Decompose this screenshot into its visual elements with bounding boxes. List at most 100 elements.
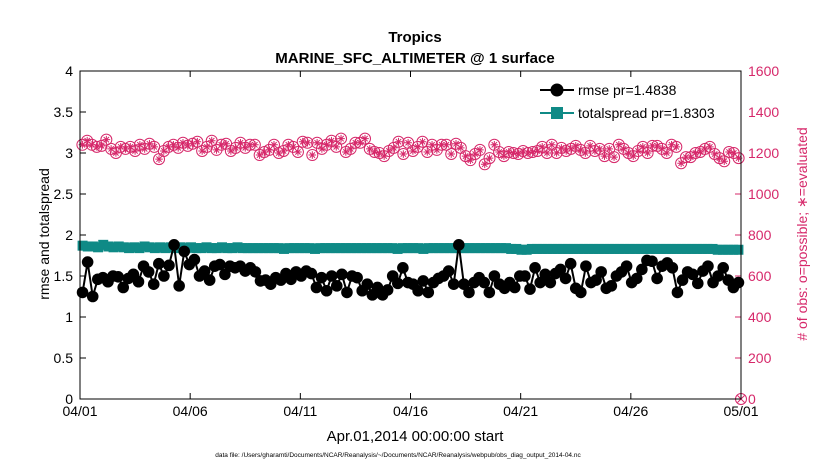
right-y-tick-label: 1200 — [748, 145, 779, 161]
legend-totalspread-label: totalspread pr=1.8303 — [578, 105, 715, 121]
obs-evaluated-marker — [203, 143, 211, 151]
totalspread-marker — [129, 242, 140, 253]
obs-evaluated-marker — [581, 149, 590, 157]
obs-possible-marker — [612, 138, 625, 151]
totalspread-marker — [98, 239, 109, 250]
rmse-marker — [412, 284, 424, 297]
rmse-marker — [453, 239, 465, 251]
legend: rmse pr=1.4838 totalspread pr=1.8303 — [532, 78, 744, 126]
rmse-marker — [153, 257, 165, 270]
rmse-marker — [305, 267, 318, 280]
totalspread-marker — [578, 243, 589, 254]
totalspread-marker — [289, 243, 300, 254]
obs-evaluated-marker — [251, 141, 259, 149]
rmse-series — [76, 239, 745, 303]
rmse-marker — [158, 270, 170, 282]
totalspread-series — [77, 239, 744, 255]
totalspread-marker — [263, 243, 274, 254]
right-y-tick-label: 1400 — [748, 104, 779, 120]
obs-evaluated-marker — [629, 152, 638, 160]
obs-evaluated-marker — [552, 149, 561, 157]
obs-evaluated-marker — [327, 136, 336, 145]
left-y-tick-label: 2.5 — [54, 186, 74, 202]
totalspread-marker — [206, 243, 217, 254]
right-y-tick-label: 1000 — [748, 186, 779, 202]
obs-evaluated-marker — [600, 152, 609, 160]
obs-evaluated-marker — [174, 144, 182, 152]
totalspread-marker — [604, 243, 615, 254]
obs-possible-marker — [718, 155, 731, 168]
totalspread-marker — [583, 243, 594, 254]
rmse-marker — [249, 266, 262, 278]
obs-possible-marker — [301, 136, 314, 149]
rmse-marker — [341, 286, 353, 299]
rmse-marker — [147, 278, 160, 291]
x-tick-label: 04/01 — [62, 403, 97, 419]
chart-title: Tropics — [388, 29, 441, 46]
left-y-tick-label: 0.5 — [54, 350, 74, 366]
totalspread-marker — [227, 243, 238, 254]
rmse-marker — [178, 245, 191, 258]
rmse-marker — [320, 284, 333, 297]
right-y-tick-label: 600 — [748, 268, 772, 284]
legend-rmse-marker — [550, 83, 564, 97]
rmse-marker — [163, 259, 175, 272]
totalspread-marker — [309, 243, 320, 254]
totalspread-marker — [413, 243, 424, 254]
obs-evaluated-marker — [380, 152, 388, 160]
rmse-marker — [447, 278, 460, 291]
rmse-marker — [702, 260, 714, 272]
obs-evaluated-marker — [308, 151, 317, 159]
totalspread-marker — [563, 243, 574, 254]
totalspread-marker — [366, 243, 377, 254]
totalspread-marker — [464, 243, 475, 254]
obs-evaluated-marker — [298, 137, 307, 146]
obs-evaluated-marker — [160, 147, 168, 155]
totalspread-marker — [330, 243, 341, 254]
totalspread-marker — [619, 243, 630, 254]
totalspread-marker — [717, 244, 728, 255]
obs-evaluated-marker — [490, 141, 499, 149]
obs-evaluated-marker — [643, 149, 652, 157]
obs-possible-marker — [536, 140, 549, 153]
totalspread-marker — [501, 243, 512, 254]
totalspread-marker — [593, 243, 604, 254]
obs-possible-marker — [632, 144, 645, 157]
rmse-marker — [325, 270, 338, 282]
obs-evaluated-marker — [294, 148, 302, 156]
totalspread-marker — [144, 242, 155, 253]
totalspread-marker — [635, 243, 646, 254]
rmse-marker — [636, 263, 648, 276]
obs-possible-marker — [157, 144, 170, 157]
totalspread-marker — [397, 243, 408, 254]
totalspread-marker — [433, 243, 444, 254]
left-y-tick-label: 1.5 — [54, 268, 74, 284]
totalspread-marker — [537, 243, 548, 254]
rmse-marker — [483, 286, 496, 299]
rmse-marker — [646, 255, 658, 268]
obs-evaluated-marker — [619, 145, 628, 153]
totalspread-marker — [728, 244, 739, 255]
obs-evaluated-marker — [193, 137, 202, 146]
obs-evaluated-marker — [571, 142, 580, 150]
totalspread-marker — [655, 243, 666, 254]
obs-evaluated-marker — [447, 150, 456, 158]
totalspread-marker — [609, 243, 620, 254]
rmse-marker — [529, 262, 541, 274]
plot-area: 0 0.5 1 1.5 2 2.5 3 3.5 4 0 200 400 600 800 1000 1200 14… — [54, 63, 780, 419]
obs-evaluated-marker — [615, 141, 623, 149]
obs-possible-marker — [483, 152, 496, 165]
obs-evaluated-marker — [710, 150, 719, 158]
totalspread-marker — [325, 243, 336, 254]
obs-evaluated-marker — [418, 137, 427, 146]
totalspread-marker — [361, 243, 372, 254]
rmse-marker — [117, 281, 130, 294]
x-axis-label: Apr.01,2014 00:00:00 start — [327, 428, 505, 445]
obs-possible-marker — [387, 141, 400, 154]
obs-evaluated-marker — [102, 135, 111, 144]
obs-evaluated-marker — [725, 148, 733, 156]
obs-evaluated-marker — [112, 149, 120, 157]
totalspread-marker — [113, 241, 124, 252]
obs-possible-marker — [675, 157, 688, 170]
totalspread-marker — [217, 242, 228, 253]
